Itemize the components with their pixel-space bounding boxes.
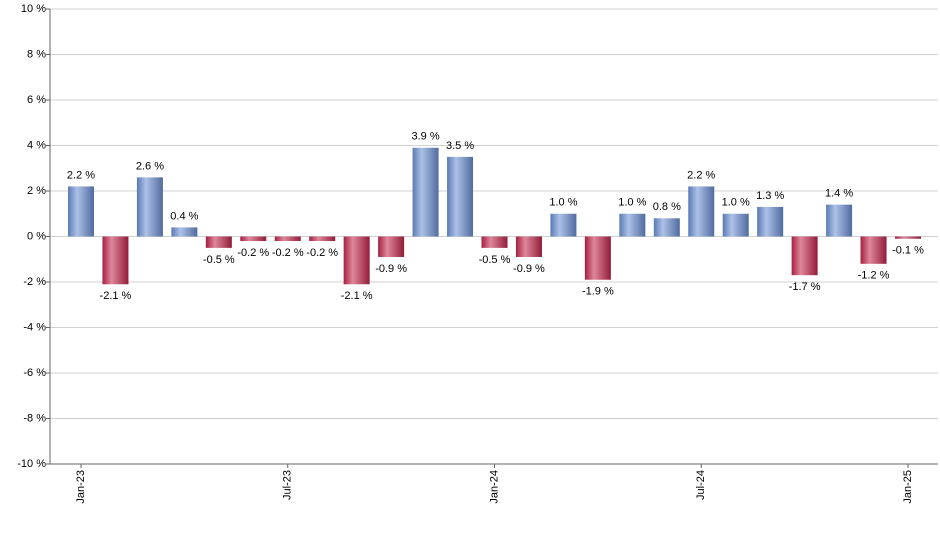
value-label: 3.9 % <box>412 131 440 143</box>
y-tick-label: -8 % <box>23 412 46 424</box>
bar <box>584 236 611 280</box>
y-tick-label: 0 % <box>27 230 46 242</box>
bar <box>412 147 439 237</box>
bar <box>378 236 405 257</box>
value-label: 1.3 % <box>756 190 784 202</box>
x-tick-label: Jan-24 <box>488 470 500 504</box>
bar <box>343 236 370 285</box>
bar <box>860 236 887 264</box>
value-label: 1.0 % <box>549 197 577 209</box>
value-label: -1.7 % <box>789 281 821 293</box>
bar <box>757 206 784 237</box>
value-label: 1.0 % <box>618 197 646 209</box>
bar <box>274 236 301 242</box>
value-label: -2.1 % <box>341 290 373 302</box>
value-label: -1.2 % <box>858 270 890 282</box>
value-label: -0.9 % <box>513 263 545 275</box>
bar <box>688 186 715 237</box>
bar <box>653 218 680 237</box>
bar <box>240 236 267 242</box>
bar <box>515 236 542 257</box>
bar <box>895 236 921 239</box>
value-label: -2.1 % <box>100 290 132 302</box>
value-label: 0.4 % <box>170 210 198 222</box>
y-tick-label: 2 % <box>27 185 46 197</box>
y-tick-label: -10 % <box>17 458 46 470</box>
bar <box>205 236 232 248</box>
bar <box>791 236 818 276</box>
y-tick-label: 10 % <box>21 3 46 15</box>
bar <box>481 236 508 248</box>
value-label: -0.1 % <box>892 245 924 257</box>
y-tick-label: -6 % <box>23 367 46 379</box>
x-tick-label: Jul-24 <box>695 470 707 500</box>
bar <box>171 227 198 237</box>
value-label: -0.9 % <box>375 263 407 275</box>
y-tick-label: -2 % <box>23 276 46 288</box>
value-label: -1.9 % <box>582 286 614 298</box>
value-label: 2.6 % <box>136 160 164 172</box>
bar <box>550 213 577 237</box>
x-tick-label: Jan-23 <box>75 470 87 504</box>
bar <box>68 186 94 237</box>
bar <box>826 204 853 237</box>
bar <box>102 236 129 285</box>
value-label: 2.2 % <box>67 169 95 181</box>
y-tick-label: 6 % <box>27 94 46 106</box>
value-label: 0.8 % <box>653 201 681 213</box>
value-label: -0.2 % <box>272 247 304 259</box>
bar <box>619 213 646 237</box>
value-label: -0.5 % <box>479 254 511 266</box>
value-label: 3.5 % <box>446 140 474 152</box>
value-label: 1.0 % <box>722 197 750 209</box>
value-label: -0.2 % <box>237 247 269 259</box>
bar <box>309 236 336 242</box>
value-label: -0.2 % <box>306 247 338 259</box>
value-label: -0.5 % <box>203 254 235 266</box>
value-label: 2.2 % <box>687 169 715 181</box>
bar <box>447 156 474 237</box>
y-tick-label: 8 % <box>27 48 46 60</box>
bar <box>722 213 749 237</box>
y-tick-label: -4 % <box>23 321 46 333</box>
bar <box>136 177 163 237</box>
y-tick-label: 4 % <box>27 139 46 151</box>
x-tick-label: Jan-25 <box>902 470 914 504</box>
x-tick-label: Jul-23 <box>282 470 294 500</box>
value-label: 1.4 % <box>825 188 853 200</box>
